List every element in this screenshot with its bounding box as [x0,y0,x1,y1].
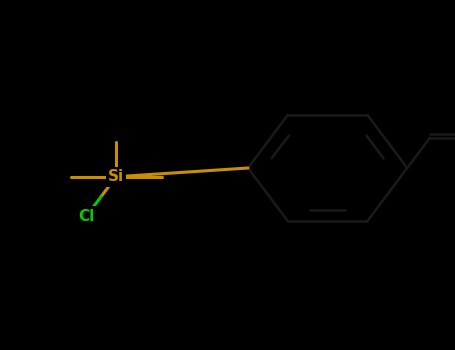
Text: Cl: Cl [78,209,95,224]
Text: Si: Si [108,169,124,184]
